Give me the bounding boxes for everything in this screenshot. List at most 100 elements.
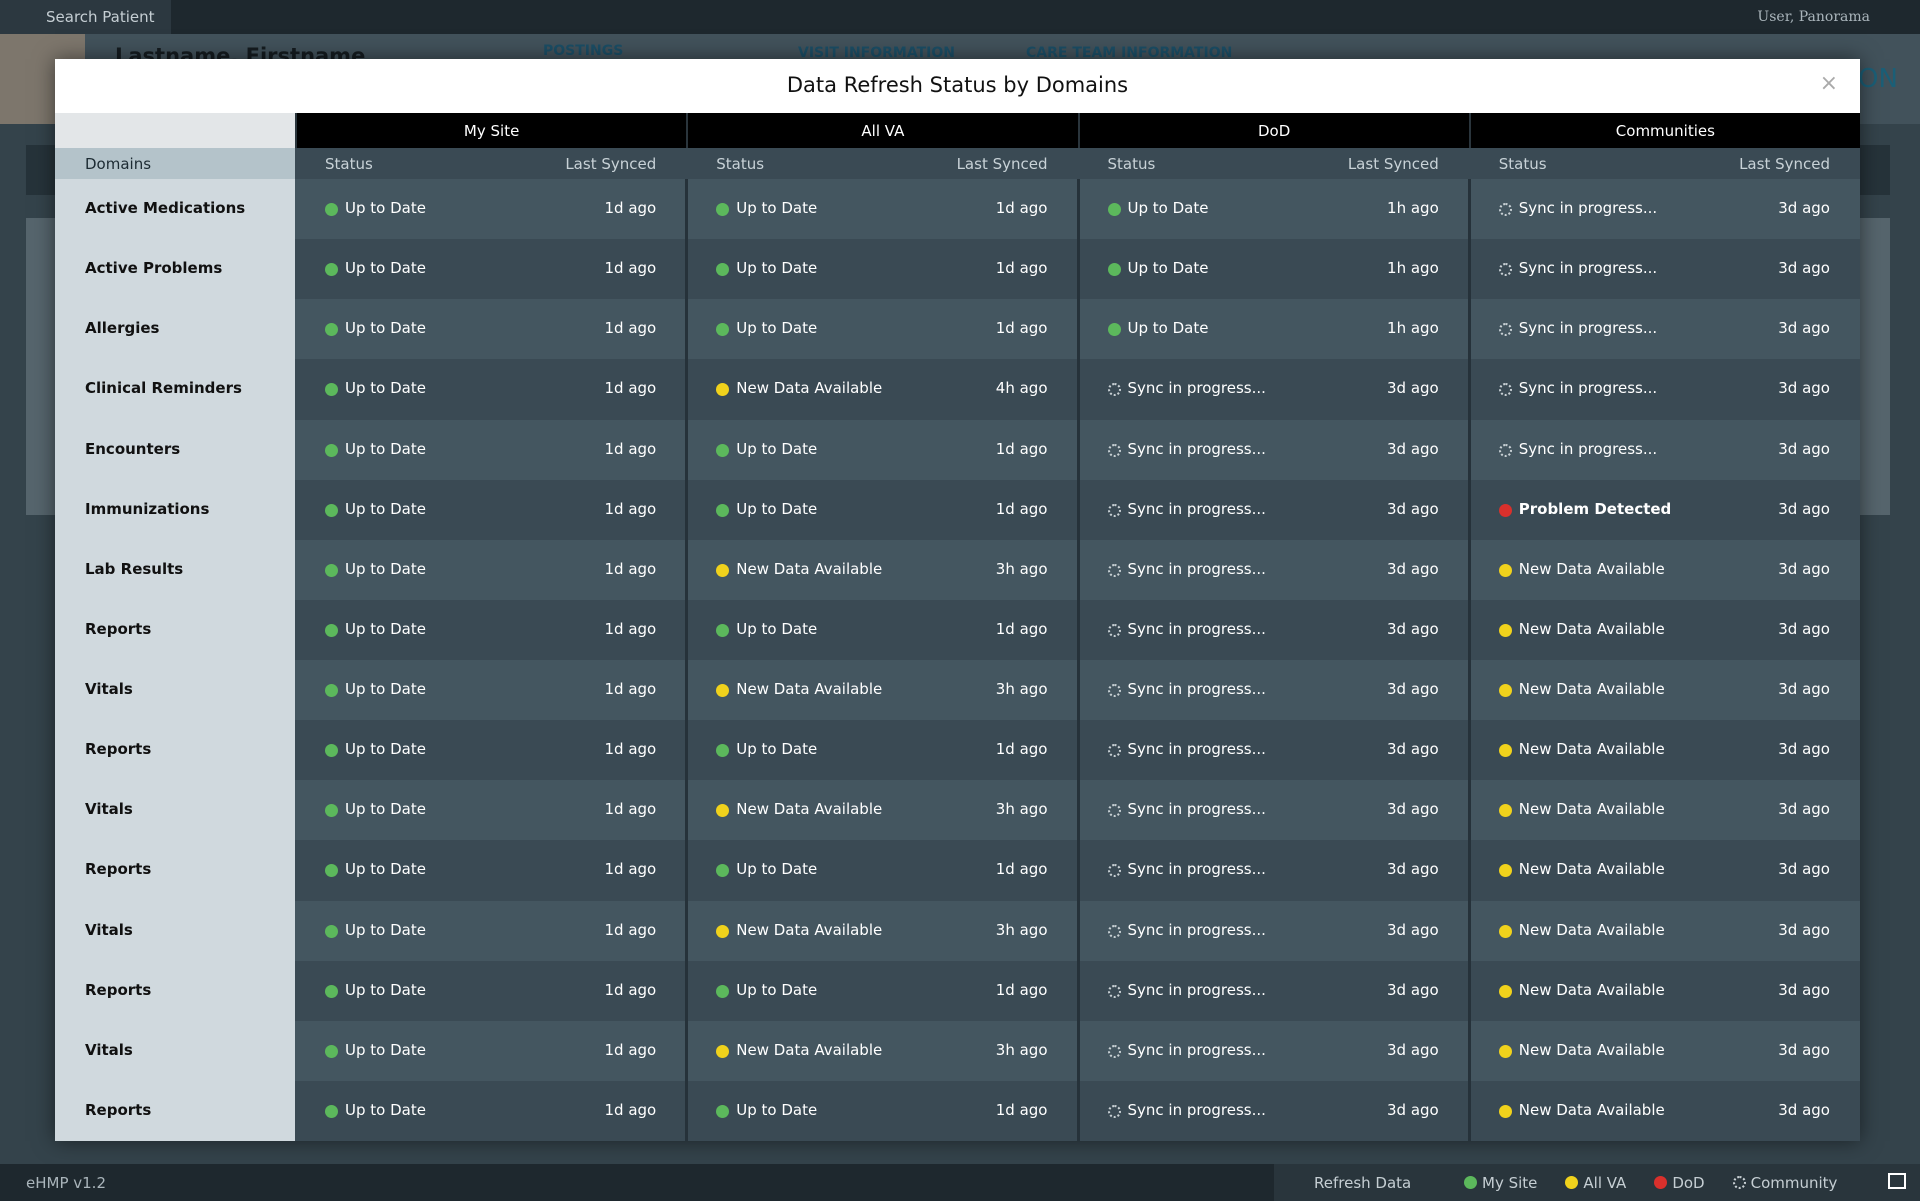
status-label: Status: [1107, 155, 1156, 173]
status-icon: [1654, 1176, 1668, 1189]
synced-label: Last Synced: [1347, 155, 1439, 173]
domain-name: Vitals: [85, 680, 133, 698]
last-synced: 3d ago: [1387, 800, 1439, 819]
domain-name: Allergies: [85, 319, 160, 338]
status-text: New Data Available: [1518, 920, 1665, 939]
refresh-button[interactable]: Refresh Data: [1314, 1174, 1412, 1192]
status-icon: [1498, 864, 1512, 878]
synced-label: Last Synced: [956, 155, 1048, 173]
last-synced: 3d ago: [1778, 1040, 1830, 1059]
last-synced: 3d ago: [1387, 499, 1439, 518]
status-icon: [1498, 804, 1512, 818]
status-icon: [1498, 984, 1512, 998]
legend-item[interactable]: Community: [1750, 1174, 1838, 1192]
last-synced: 1d ago: [604, 800, 657, 819]
status-text: Up to Date: [345, 439, 426, 458]
status-icon: [1498, 924, 1512, 938]
status-text: Up to Date: [345, 740, 426, 759]
status-icon: [716, 383, 730, 397]
status-text: Up to Date: [345, 259, 426, 278]
status-icon: [325, 623, 338, 637]
status-text: Up to Date: [736, 860, 818, 879]
status-text: Sync in progress...: [1127, 559, 1266, 578]
status-label: Status: [716, 155, 765, 173]
last-synced: 3d ago: [1387, 980, 1439, 999]
status-icon: [1498, 684, 1512, 697]
status-icon: [1732, 1176, 1746, 1189]
status-icon: [1107, 804, 1121, 818]
last-synced: 3d ago: [1778, 199, 1830, 217]
status-text: Up to Date: [1127, 199, 1209, 217]
last-synced: 3h ago: [995, 680, 1048, 698]
status-icon: [716, 864, 730, 878]
last-synced: 3h ago: [995, 1040, 1048, 1059]
status-icon: [1107, 924, 1121, 938]
status-text: Sync in progress...: [1518, 319, 1658, 338]
status-text: Sync in progress...: [1127, 499, 1266, 518]
status-text: Sync in progress...: [1518, 379, 1658, 398]
source-header: DoD: [1077, 113, 1469, 148]
last-synced: 3d ago: [1778, 259, 1830, 278]
last-synced: 3d ago: [1778, 499, 1830, 518]
last-synced: 1d ago: [995, 319, 1048, 338]
grid-button[interactable]: [1888, 1173, 1906, 1189]
last-synced: 1d ago: [604, 619, 657, 638]
last-synced: 3h ago: [995, 920, 1048, 939]
status-text: Up to Date: [345, 680, 426, 698]
last-synced: 1d ago: [604, 319, 657, 338]
status-label: Status: [1498, 155, 1547, 173]
tab[interactable]: VISIT INFORMATION: [798, 45, 955, 61]
last-synced: 3d ago: [1778, 379, 1830, 398]
domain-name: Encounters: [85, 439, 181, 458]
status-text: New Data Available: [1518, 800, 1665, 819]
tab[interactable]: CARE TEAM INFORMATION: [1026, 45, 1233, 61]
status-icon: [1498, 1104, 1512, 1118]
status-text: New Data Available: [1518, 680, 1665, 698]
last-synced: 1d ago: [995, 499, 1048, 518]
status-icon: [1107, 503, 1121, 517]
status-icon: [1107, 684, 1121, 697]
status-icon: [1107, 263, 1121, 277]
status-text: Up to Date: [736, 499, 818, 518]
status-icon: [716, 323, 730, 337]
footer-status: Refresh Data My Site All VA DoD Community: [1274, 1164, 1920, 1201]
tab[interactable]: POSTINGS: [543, 43, 624, 59]
legend-item[interactable]: DoD: [1672, 1174, 1705, 1192]
legend-item[interactable]: All VA: [1583, 1174, 1627, 1192]
domain-name: Vitals: [85, 800, 133, 819]
last-synced: 1d ago: [995, 439, 1048, 458]
status-text: Problem Detected: [1518, 499, 1672, 518]
status-icon: [1107, 623, 1121, 637]
status-icon: [716, 503, 730, 517]
status-icon: [1498, 323, 1512, 337]
domain-name: Reports: [85, 860, 152, 879]
status-icon: [1107, 383, 1121, 397]
status-icon: [1107, 984, 1121, 998]
status-icon: [325, 684, 338, 697]
status-icon: [325, 503, 338, 517]
last-synced: 3d ago: [1778, 439, 1830, 458]
synced-label: Last Synced: [1739, 155, 1830, 173]
column-divider: [685, 179, 689, 1141]
status-icon: [716, 804, 730, 818]
status-icon: [1498, 383, 1512, 397]
last-synced: 1d ago: [604, 1100, 657, 1119]
legend-item[interactable]: My Site: [1482, 1174, 1538, 1192]
status-text: New Data Available: [1518, 1040, 1665, 1059]
search-placeholder: Search Patient: [46, 8, 155, 26]
status-icon: [1498, 443, 1512, 457]
close-button[interactable]: ×: [1819, 71, 1838, 96]
last-synced: 3d ago: [1778, 559, 1830, 578]
search-box[interactable]: Search Patient: [0, 0, 171, 34]
status-text: Up to Date: [345, 1040, 426, 1059]
status-text: Sync in progress...: [1127, 860, 1266, 879]
status-icon: [716, 744, 730, 758]
status-icon: [716, 443, 730, 457]
status-icon: [716, 1104, 730, 1118]
source-header: My Site: [295, 113, 687, 148]
user-name[interactable]: User, Panorama: [1757, 9, 1870, 25]
status-icon: [716, 203, 730, 216]
status-text: Up to Date: [345, 199, 426, 217]
status-text: New Data Available: [736, 379, 883, 398]
